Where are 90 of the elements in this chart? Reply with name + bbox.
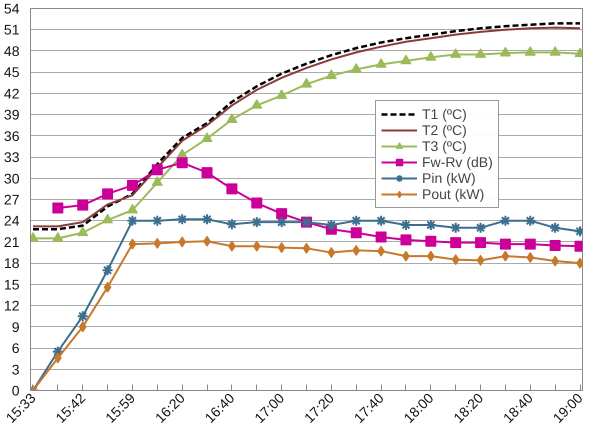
y-tick-label: 9 [12,318,20,335]
legend-label: T2 (ºC) [422,122,467,138]
point [450,222,462,234]
y-tick-label: 54 [4,0,20,16]
point [326,69,337,80]
point [350,227,362,238]
point [425,51,436,61]
point [500,238,511,250]
y-tick-label: 15 [4,276,20,292]
legend-label: Pin (kW) [422,170,476,186]
point [251,198,262,209]
point [350,63,362,73]
point [102,264,114,276]
point [550,240,561,251]
point [352,244,360,256]
y-tick-label: 24 [4,212,20,229]
point [76,310,89,322]
point [226,218,238,230]
y-tick-label: 30 [4,170,20,186]
point [450,237,462,248]
point [226,113,238,123]
y-tick-label: 0 [12,382,20,398]
point [376,58,387,68]
y-tick-label: 3 [12,361,20,378]
point [426,250,435,262]
point [301,78,312,88]
point [251,99,262,109]
point [176,157,188,168]
point [152,176,163,186]
y-tick-label: 27 [4,192,20,208]
y-tick-label: 48 [4,42,20,59]
y-tick-label: 51 [4,22,20,38]
point [400,218,412,231]
point [350,214,362,227]
point [152,164,163,176]
y-tick-label: 18 [4,255,20,272]
point [524,46,536,56]
point [276,89,288,99]
legend-label: Fw-Rv (dB) [422,154,493,170]
point [500,46,511,56]
point [250,216,263,228]
point [499,214,512,227]
point [77,200,88,211]
point [475,48,486,58]
point [376,231,387,242]
point [126,180,138,191]
point [226,183,238,194]
point [276,208,288,220]
point [450,48,462,58]
point [252,240,261,252]
point [176,213,188,226]
point [52,232,64,242]
y-tick-label: 39 [4,106,20,123]
y-tick-label: 33 [4,149,20,166]
point [400,234,412,246]
point [276,216,288,228]
point [550,46,561,56]
point [78,321,87,332]
legend-label: T3 (ºC) [422,138,467,154]
point [526,252,534,264]
point [126,204,138,214]
point [52,202,64,214]
y-tick-label: 6 [12,340,20,356]
point [126,214,138,227]
point [325,218,338,231]
y-tick-label: 21 [4,234,20,250]
point [452,254,460,266]
point [77,226,88,236]
point [178,236,186,248]
y-tick-label: 45 [4,64,20,80]
point [102,188,114,200]
point [425,236,436,247]
point [202,132,213,142]
point [375,214,388,227]
point [201,213,214,226]
point [400,54,412,64]
point [151,214,164,227]
point [524,238,536,250]
legend-label: T1 (ºC) [422,106,467,122]
point [202,167,213,178]
legend-label: Pout (kW) [422,186,484,202]
y-tick-label: 42 [4,85,20,102]
point [524,214,536,227]
point [153,238,162,249]
point [475,237,486,248]
y-tick-label: 36 [4,128,20,144]
point [474,222,487,234]
point [549,222,562,234]
point [102,214,114,224]
y-tick-label: 12 [4,298,20,314]
